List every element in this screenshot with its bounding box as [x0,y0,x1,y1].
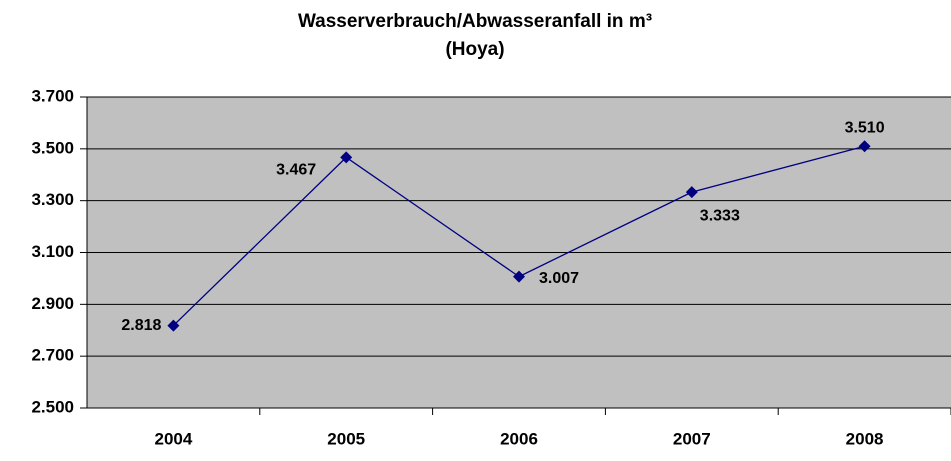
data-label: 3.007 [539,270,579,287]
data-label: 2.818 [121,317,161,334]
y-tick-label: 2.700 [31,346,74,365]
y-tick-label: 2.900 [31,294,74,313]
x-tick-label: 2006 [500,429,538,448]
y-tick-label: 3.700 [31,86,74,105]
y-tick-label: 3.500 [31,138,74,157]
y-tick-label: 2.500 [31,397,74,416]
data-point [167,319,180,332]
data-label: 3.467 [276,162,316,179]
chart-title: Wasserverbrauch/Abwasseranfall in m³ [298,11,652,32]
y-tick-label: 3.300 [31,190,74,209]
data-point [685,186,698,199]
data-label: 3.510 [845,119,885,136]
x-tick-label: 2004 [154,429,192,448]
chart-subtitle: (Hoya) [445,39,504,60]
x-tick-label: 2008 [846,429,884,448]
data-point [340,151,353,164]
data-point [513,270,525,283]
x-tick-label: 2005 [327,429,365,448]
data-label: 3.333 [700,207,740,224]
data-point [858,140,871,153]
x-tick-label: 2007 [673,429,711,448]
y-tick-label: 3.100 [31,242,74,261]
